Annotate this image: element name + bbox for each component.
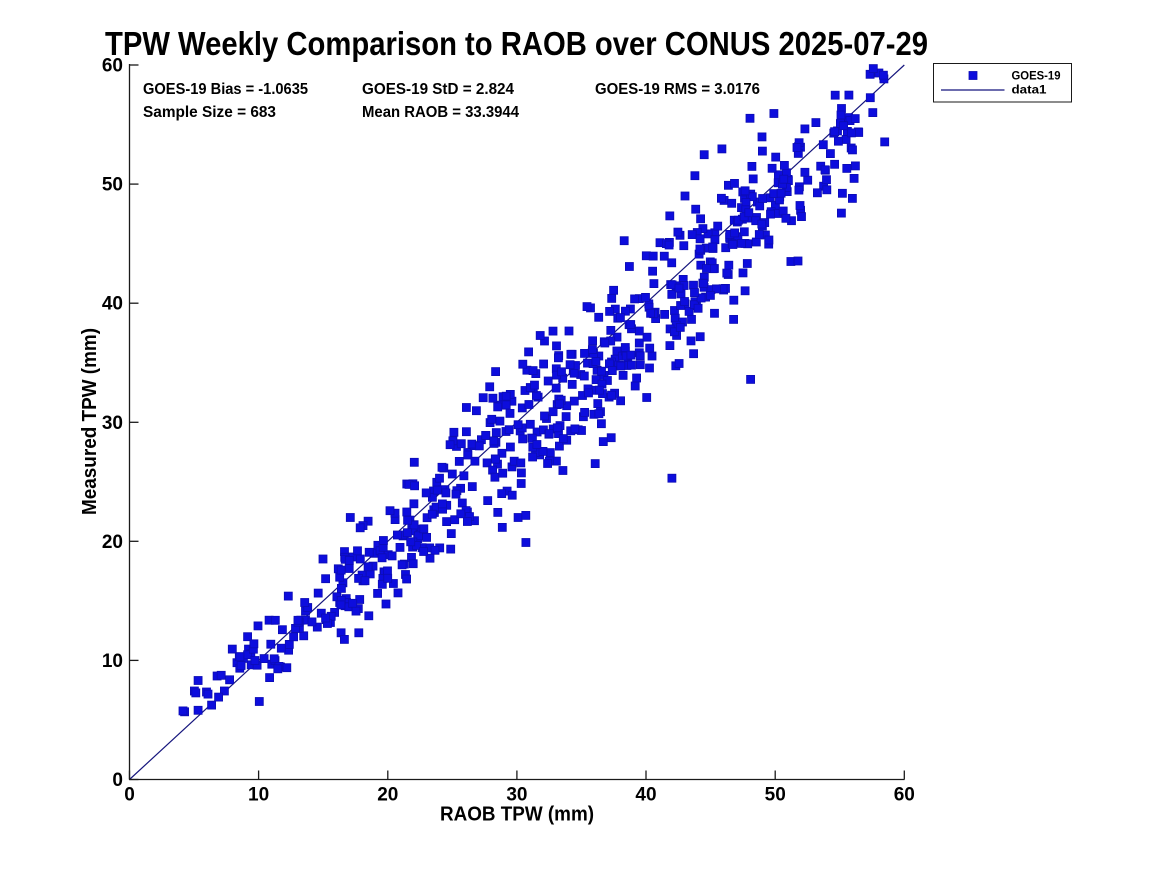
- svg-text:50: 50: [102, 175, 123, 196]
- svg-text:20: 20: [377, 785, 398, 806]
- svg-text:GOES-19 StD = 2.824: GOES-19 StD = 2.824: [362, 81, 514, 98]
- svg-text:20: 20: [102, 532, 123, 553]
- svg-text:30: 30: [102, 413, 123, 434]
- svg-text:Measured TPW (mm): Measured TPW (mm): [79, 328, 101, 515]
- svg-text:30: 30: [506, 785, 527, 806]
- svg-text:GOES-19 Bias = -1.0635: GOES-19 Bias = -1.0635: [143, 81, 308, 98]
- svg-text:10: 10: [248, 785, 269, 806]
- svg-text:50: 50: [765, 785, 786, 806]
- svg-text:10: 10: [102, 651, 123, 672]
- svg-text:GOES-19 RMS = 3.0176: GOES-19 RMS = 3.0176: [595, 81, 760, 98]
- svg-text:0: 0: [124, 785, 135, 806]
- svg-text:40: 40: [635, 785, 656, 806]
- svg-text:RAOB TPW (mm): RAOB TPW (mm): [440, 804, 594, 826]
- svg-text:Mean RAOB = 33.3944: Mean RAOB = 33.3944: [362, 104, 519, 121]
- svg-text:TPW Weekly Comparison to RAOB: TPW Weekly Comparison to RAOB over CONUS…: [105, 26, 928, 63]
- svg-text:Sample Size = 683: Sample Size = 683: [143, 104, 276, 121]
- svg-text:40: 40: [102, 294, 123, 315]
- svg-text:0: 0: [112, 770, 123, 791]
- svg-text:data1: data1: [1012, 85, 1048, 97]
- svg-text:GOES-19: GOES-19: [1012, 71, 1061, 83]
- svg-text:60: 60: [894, 785, 915, 806]
- svg-text:60: 60: [102, 56, 123, 77]
